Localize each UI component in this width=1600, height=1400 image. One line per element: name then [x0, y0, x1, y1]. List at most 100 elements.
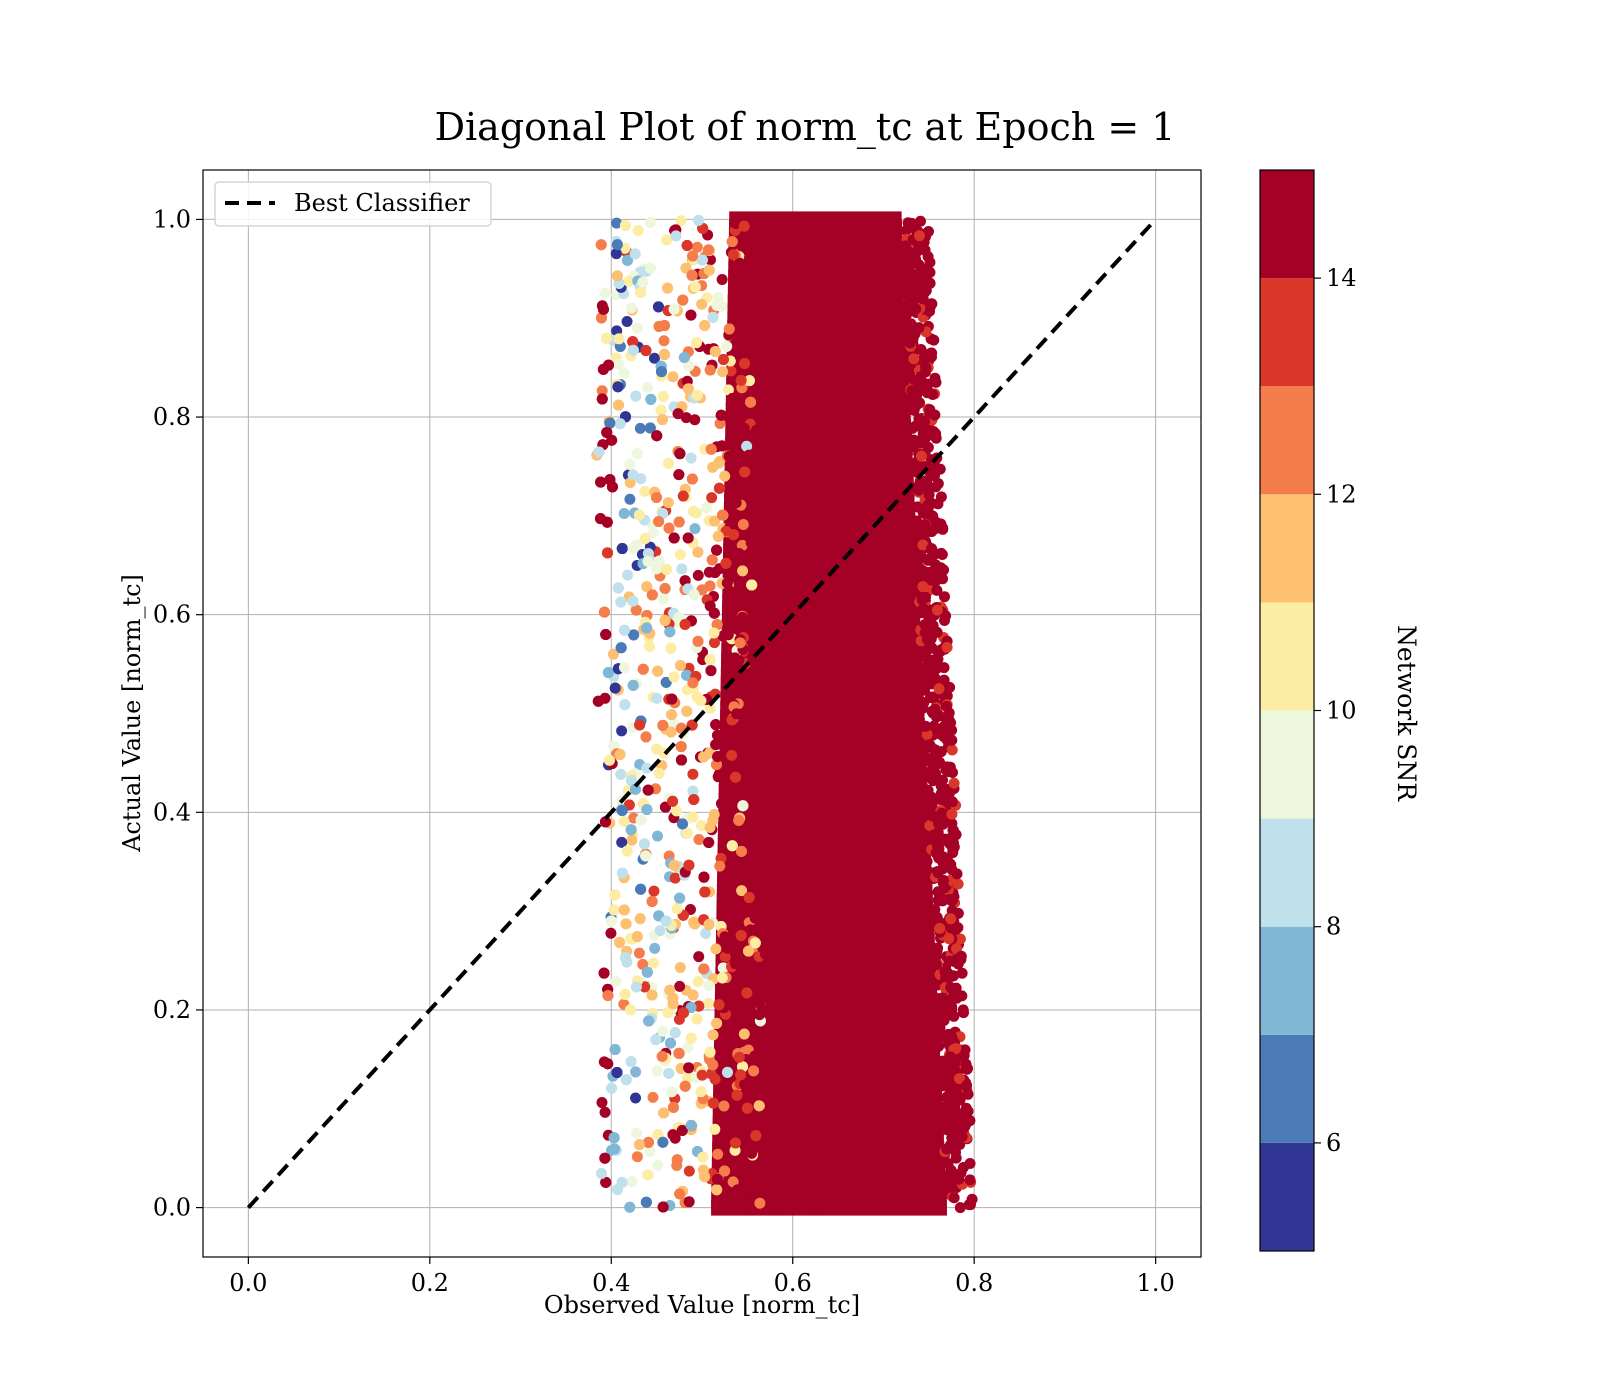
- scatter-point: [770, 894, 782, 906]
- scatter-point: [780, 779, 792, 791]
- scatter-point: [677, 294, 689, 306]
- scatter-point: [919, 619, 931, 631]
- scatter-point: [645, 393, 657, 405]
- scatter-point: [682, 532, 694, 544]
- scatter-point: [665, 726, 677, 738]
- scatter-point: [777, 1199, 789, 1211]
- scatter-point: [852, 595, 864, 607]
- scatter-point: [709, 1073, 721, 1085]
- scatter-point: [906, 856, 918, 868]
- scatter-point: [855, 1174, 867, 1186]
- scatter-point: [823, 405, 835, 417]
- scatter-point: [666, 1086, 678, 1098]
- scatter-point: [739, 336, 751, 348]
- scatter-point: [902, 781, 914, 793]
- scatter-point: [939, 591, 951, 603]
- scatter-point: [763, 485, 775, 497]
- scatter-point: [766, 588, 778, 600]
- scatter-point: [755, 706, 767, 718]
- scatter-point: [679, 618, 691, 630]
- scatter-point: [912, 282, 924, 294]
- scatter-point: [918, 915, 930, 927]
- scatter-point: [780, 642, 792, 654]
- scatter-point: [875, 737, 887, 749]
- scatter-point: [693, 951, 705, 963]
- scatter-point: [721, 1066, 733, 1078]
- scatter-point: [633, 509, 645, 521]
- scatter-point: [612, 582, 624, 594]
- scatter-point: [702, 997, 714, 1009]
- scatter-point: [840, 817, 852, 829]
- scatter-point: [675, 741, 687, 753]
- scatter-point: [806, 764, 818, 776]
- scatter-point: [817, 879, 829, 891]
- scatter-point: [793, 1158, 805, 1170]
- scatter-point: [708, 627, 720, 639]
- scatter-point: [790, 530, 802, 542]
- scatter-point: [900, 639, 912, 651]
- scatter-point: [711, 619, 723, 631]
- scatter-point: [836, 389, 848, 401]
- scatter-point: [901, 738, 913, 750]
- scatter-point: [710, 719, 722, 731]
- scatter-point: [713, 999, 725, 1011]
- scatter-point: [889, 420, 901, 432]
- scatter-point: [738, 678, 750, 690]
- scatter-point: [634, 719, 646, 731]
- scatter-point: [930, 657, 942, 669]
- scatter-point: [836, 660, 848, 672]
- scatter-point: [630, 604, 642, 616]
- scatter-point: [658, 593, 670, 605]
- scatter-point: [726, 840, 738, 852]
- scatter-point: [803, 270, 815, 282]
- scatter-point: [609, 889, 621, 901]
- scatter-point: [762, 391, 774, 403]
- scatter-point: [946, 744, 958, 756]
- scatter-point: [961, 1079, 973, 1091]
- scatter-point: [700, 927, 712, 939]
- scatter-point: [709, 345, 721, 357]
- scatter-point: [671, 903, 683, 915]
- scatter-point: [635, 883, 647, 895]
- scatter-point: [922, 784, 934, 796]
- scatter-point: [696, 584, 708, 596]
- scatter-point: [687, 989, 699, 1001]
- scatter-point: [718, 1100, 730, 1112]
- scatter-point: [747, 873, 759, 885]
- scatter-point: [641, 381, 653, 393]
- scatter-point: [898, 651, 910, 663]
- scatter-point: [627, 336, 639, 348]
- scatter-point: [757, 495, 769, 507]
- scatter-point: [908, 564, 920, 576]
- scatter-point: [625, 1056, 637, 1068]
- scatter-point: [756, 333, 768, 345]
- scatter-point: [818, 1005, 830, 1017]
- scatter-point: [767, 287, 779, 299]
- scatter-point: [803, 822, 815, 834]
- scatter-point: [711, 1184, 723, 1196]
- scatter-point: [647, 1091, 659, 1103]
- scatter-point: [737, 565, 749, 577]
- scatter-point: [604, 474, 616, 486]
- scatter-point: [728, 855, 740, 867]
- scatter-point: [642, 547, 654, 559]
- scatter-point: [874, 765, 886, 777]
- scatter-point: [711, 729, 723, 741]
- scatter-point: [805, 972, 817, 984]
- scatter-point: [843, 785, 855, 797]
- scatter-point: [917, 293, 929, 305]
- scatter-point: [697, 1151, 709, 1163]
- scatter-point: [760, 1080, 772, 1092]
- scatter-point: [613, 333, 625, 345]
- scatter-point: [600, 1176, 612, 1188]
- scatter-point: [894, 488, 906, 500]
- scatter-point: [670, 230, 682, 242]
- scatter-point: [671, 805, 683, 817]
- scatter-point: [837, 1132, 849, 1144]
- scatter-point: [823, 809, 835, 821]
- scatter-point: [794, 499, 806, 511]
- scatter-point: [848, 731, 860, 743]
- scatter-point: [644, 1146, 656, 1158]
- scatter-point: [728, 616, 740, 628]
- scatter-point: [726, 236, 738, 248]
